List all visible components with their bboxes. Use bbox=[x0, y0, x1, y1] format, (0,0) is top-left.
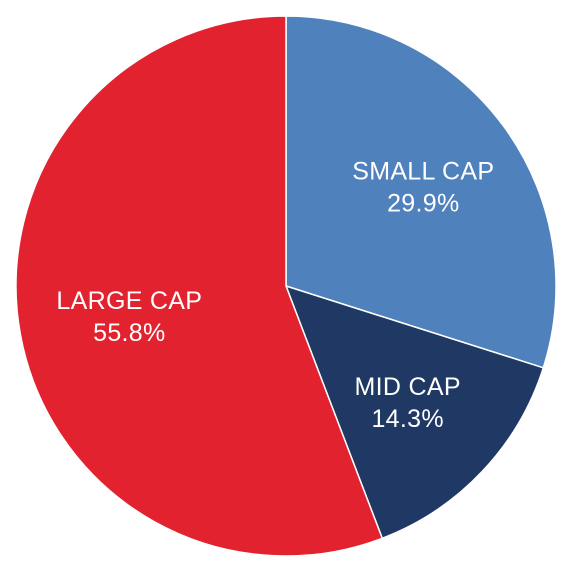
pie-slice-small-cap bbox=[285, 15, 557, 369]
pie-slices bbox=[15, 15, 557, 557]
slice-value-large-cap: 55.8% bbox=[93, 319, 165, 347]
slice-label-large-cap: LARGE CAP bbox=[56, 287, 202, 315]
slice-value-mid-cap: 14.3% bbox=[371, 405, 443, 433]
slice-value-small-cap: 29.9% bbox=[387, 190, 459, 218]
pie-slice-mid-cap bbox=[284, 284, 545, 540]
slice-label-small-cap: SMALL CAP bbox=[352, 158, 494, 186]
pie-labels: SMALL CAP 29.9% MID CAP 14.3% LARGE CAP 55.8% bbox=[56, 158, 494, 433]
slice-label-mid-cap: MID CAP bbox=[355, 373, 461, 401]
pie-slice-large-cap bbox=[15, 15, 384, 557]
